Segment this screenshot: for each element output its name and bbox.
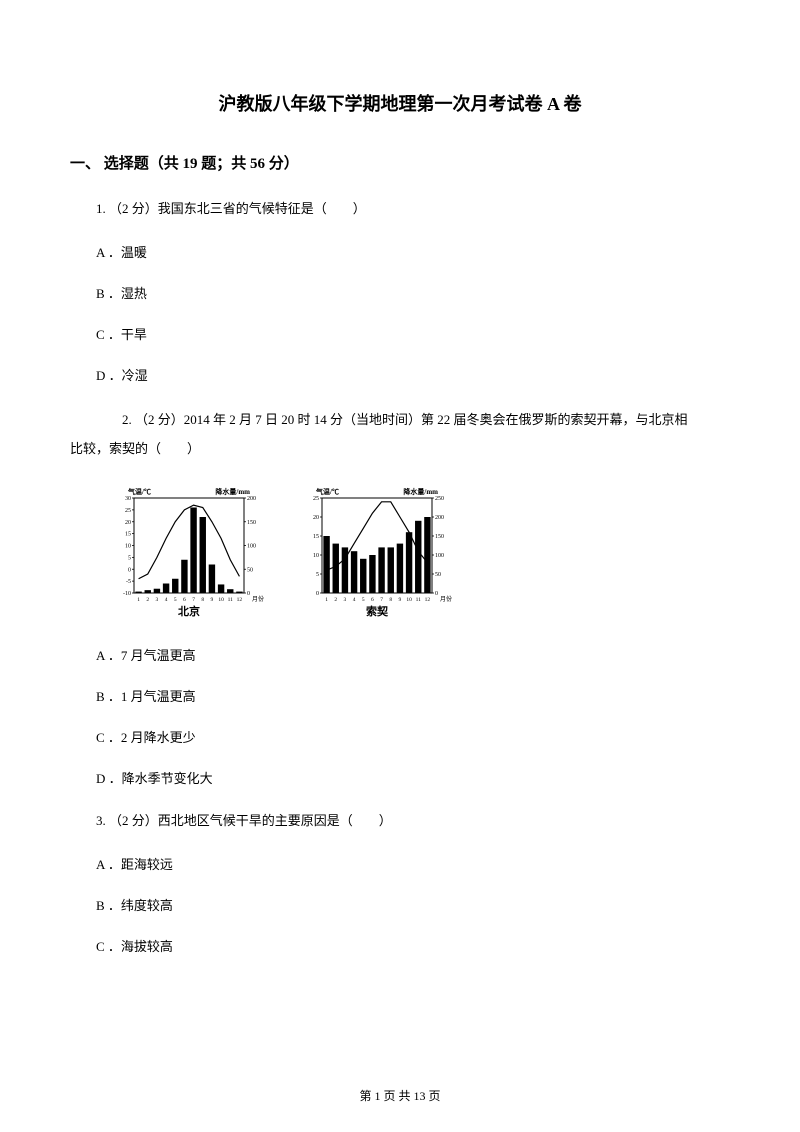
svg-text:8: 8 bbox=[389, 597, 392, 603]
svg-text:1: 1 bbox=[325, 597, 328, 603]
svg-text:-5: -5 bbox=[126, 579, 131, 585]
question-2-text: 2. （2 分）2014 年 2 月 7 日 20 时 14 分（当地时间）第 … bbox=[70, 406, 730, 463]
svg-text:200: 200 bbox=[247, 496, 256, 502]
svg-text:150: 150 bbox=[435, 534, 444, 540]
svg-text:250: 250 bbox=[435, 496, 444, 502]
page-footer: 第 1 页 共 13 页 bbox=[0, 1087, 800, 1104]
svg-text:6: 6 bbox=[183, 597, 186, 603]
svg-text:0: 0 bbox=[247, 591, 250, 597]
svg-text:8: 8 bbox=[201, 597, 204, 603]
q2-line2: 比较，索契的（ ） bbox=[70, 435, 730, 464]
chart-beijing-svg: 气温/℃降水量/mm302520151050-5-102001501005001… bbox=[110, 486, 268, 621]
section-header: 一、 选择题（共 19 题；共 56 分） bbox=[70, 152, 730, 173]
svg-text:20: 20 bbox=[125, 519, 131, 525]
svg-text:3: 3 bbox=[156, 597, 159, 603]
svg-text:降水量/mm: 降水量/mm bbox=[403, 487, 438, 496]
svg-text:100: 100 bbox=[247, 543, 256, 549]
svg-text:10: 10 bbox=[313, 553, 319, 559]
svg-text:7: 7 bbox=[192, 597, 195, 603]
q1-option-b: B ．湿热 bbox=[70, 283, 730, 302]
svg-text:2: 2 bbox=[334, 597, 337, 603]
chart-sochi-svg: 气温/℃降水量/mm252015105025020015010050012345… bbox=[298, 486, 456, 621]
svg-text:7: 7 bbox=[380, 597, 383, 603]
svg-text:5: 5 bbox=[362, 597, 365, 603]
svg-text:12: 12 bbox=[237, 597, 243, 603]
svg-text:11: 11 bbox=[228, 597, 234, 603]
svg-text:气温/℃: 气温/℃ bbox=[127, 487, 151, 496]
svg-text:索契: 索契 bbox=[366, 604, 389, 618]
svg-text:25: 25 bbox=[313, 496, 319, 502]
svg-text:0: 0 bbox=[435, 591, 438, 597]
svg-text:5: 5 bbox=[128, 555, 131, 561]
svg-text:50: 50 bbox=[247, 567, 253, 573]
chart-beijing: 气温/℃降水量/mm302520151050-5-102001501005001… bbox=[110, 486, 268, 621]
svg-text:降水量/mm: 降水量/mm bbox=[215, 487, 250, 496]
svg-text:10: 10 bbox=[218, 597, 224, 603]
q1-option-c: C ．干旱 bbox=[70, 324, 730, 343]
svg-text:10: 10 bbox=[406, 597, 412, 603]
q1-option-d: D ．冷湿 bbox=[70, 365, 730, 384]
q3-option-c: C ．海拔较高 bbox=[70, 936, 730, 955]
svg-text:9: 9 bbox=[211, 597, 214, 603]
charts-container: 气温/℃降水量/mm302520151050-5-102001501005001… bbox=[110, 486, 730, 621]
q2-option-c: C ．2 月降水更少 bbox=[70, 727, 730, 746]
q2-line1: 2. （2 分）2014 年 2 月 7 日 20 时 14 分（当地时间）第 … bbox=[70, 406, 730, 435]
svg-text:5: 5 bbox=[174, 597, 177, 603]
svg-text:月份: 月份 bbox=[252, 595, 264, 603]
svg-text:150: 150 bbox=[247, 519, 256, 525]
page-title: 沪教版八年级下学期地理第一次月考试卷 A 卷 bbox=[70, 90, 730, 116]
svg-text:10: 10 bbox=[125, 543, 131, 549]
q3-option-a: A ．距海较远 bbox=[70, 854, 730, 873]
svg-text:100: 100 bbox=[435, 553, 444, 559]
svg-text:9: 9 bbox=[399, 597, 402, 603]
svg-text:4: 4 bbox=[165, 597, 168, 603]
svg-text:4: 4 bbox=[353, 597, 356, 603]
svg-text:20: 20 bbox=[313, 515, 319, 521]
svg-text:30: 30 bbox=[125, 496, 131, 502]
q2-option-d: D ．降水季节变化大 bbox=[70, 768, 730, 787]
svg-text:11: 11 bbox=[416, 597, 422, 603]
svg-text:5: 5 bbox=[316, 572, 319, 578]
svg-text:3: 3 bbox=[344, 597, 347, 603]
svg-text:月份: 月份 bbox=[440, 595, 452, 603]
svg-text:北京: 北京 bbox=[178, 604, 200, 618]
svg-text:6: 6 bbox=[371, 597, 374, 603]
svg-text:25: 25 bbox=[125, 507, 131, 513]
question-1-text: 1. （2 分）我国东北三省的气候特征是（ ） bbox=[70, 197, 730, 220]
question-3-text: 3. （2 分）西北地区气候干旱的主要原因是（ ） bbox=[70, 809, 730, 832]
svg-text:气温/℃: 气温/℃ bbox=[315, 487, 339, 496]
svg-text:0: 0 bbox=[128, 567, 131, 573]
q1-option-a: A ．温暖 bbox=[70, 242, 730, 261]
svg-text:15: 15 bbox=[313, 534, 319, 540]
q2-option-a: A ．7 月气温更高 bbox=[70, 645, 730, 664]
svg-text:12: 12 bbox=[425, 597, 431, 603]
q3-option-b: B ．纬度较高 bbox=[70, 895, 730, 914]
svg-text:50: 50 bbox=[435, 572, 441, 578]
svg-text:0: 0 bbox=[316, 591, 319, 597]
svg-text:15: 15 bbox=[125, 531, 131, 537]
chart-sochi: 气温/℃降水量/mm252015105025020015010050012345… bbox=[298, 486, 456, 621]
svg-text:2: 2 bbox=[146, 597, 149, 603]
svg-text:200: 200 bbox=[435, 515, 444, 521]
q2-option-b: B ．1 月气温更高 bbox=[70, 686, 730, 705]
svg-text:1: 1 bbox=[137, 597, 140, 603]
svg-text:-10: -10 bbox=[123, 591, 131, 597]
